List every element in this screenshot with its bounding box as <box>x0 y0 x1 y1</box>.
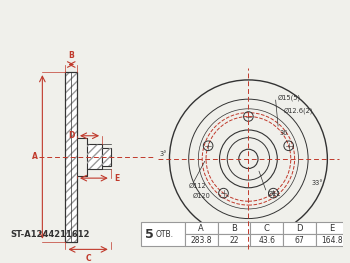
Text: B: B <box>231 224 237 233</box>
Bar <box>87 144 102 169</box>
Bar <box>65 72 77 242</box>
Bar <box>316 234 349 246</box>
Text: C: C <box>264 224 270 233</box>
Text: 33°: 33° <box>312 180 324 186</box>
Text: C: C <box>85 254 91 263</box>
Text: 67: 67 <box>295 236 304 245</box>
Text: A: A <box>198 224 204 233</box>
Text: ST-A1244211612: ST-A1244211612 <box>10 230 90 239</box>
Text: 164.8: 164.8 <box>321 236 343 245</box>
Bar <box>283 234 316 246</box>
Bar <box>218 222 250 234</box>
Text: 36: 36 <box>279 130 288 136</box>
Text: Ø12.6(2): Ø12.6(2) <box>284 107 314 114</box>
Bar <box>65 72 77 242</box>
Bar <box>141 222 185 246</box>
Text: E: E <box>114 174 120 183</box>
Text: Ø120: Ø120 <box>193 193 210 199</box>
Bar <box>185 222 218 234</box>
Text: E: E <box>330 224 335 233</box>
Bar <box>102 148 111 166</box>
Text: ОТВ.: ОТВ. <box>156 230 174 239</box>
Text: 283.8: 283.8 <box>190 236 212 245</box>
Text: Ø15(5): Ø15(5) <box>277 94 300 100</box>
Text: B: B <box>68 51 74 60</box>
Bar <box>218 234 250 246</box>
Text: 5: 5 <box>145 228 154 241</box>
Text: D: D <box>68 131 74 140</box>
Bar <box>316 222 349 234</box>
Text: Ø11: Ø11 <box>268 190 281 196</box>
Text: A: A <box>32 153 37 161</box>
Bar <box>102 148 111 166</box>
Bar <box>87 144 102 169</box>
Text: 3°: 3° <box>160 151 167 157</box>
Bar <box>185 234 218 246</box>
Bar <box>250 234 283 246</box>
Bar <box>283 222 316 234</box>
Text: Ø112: Ø112 <box>189 183 206 189</box>
Text: 43.6: 43.6 <box>258 236 275 245</box>
Text: 22: 22 <box>229 236 239 245</box>
Bar <box>250 222 283 234</box>
Text: D: D <box>296 224 303 233</box>
